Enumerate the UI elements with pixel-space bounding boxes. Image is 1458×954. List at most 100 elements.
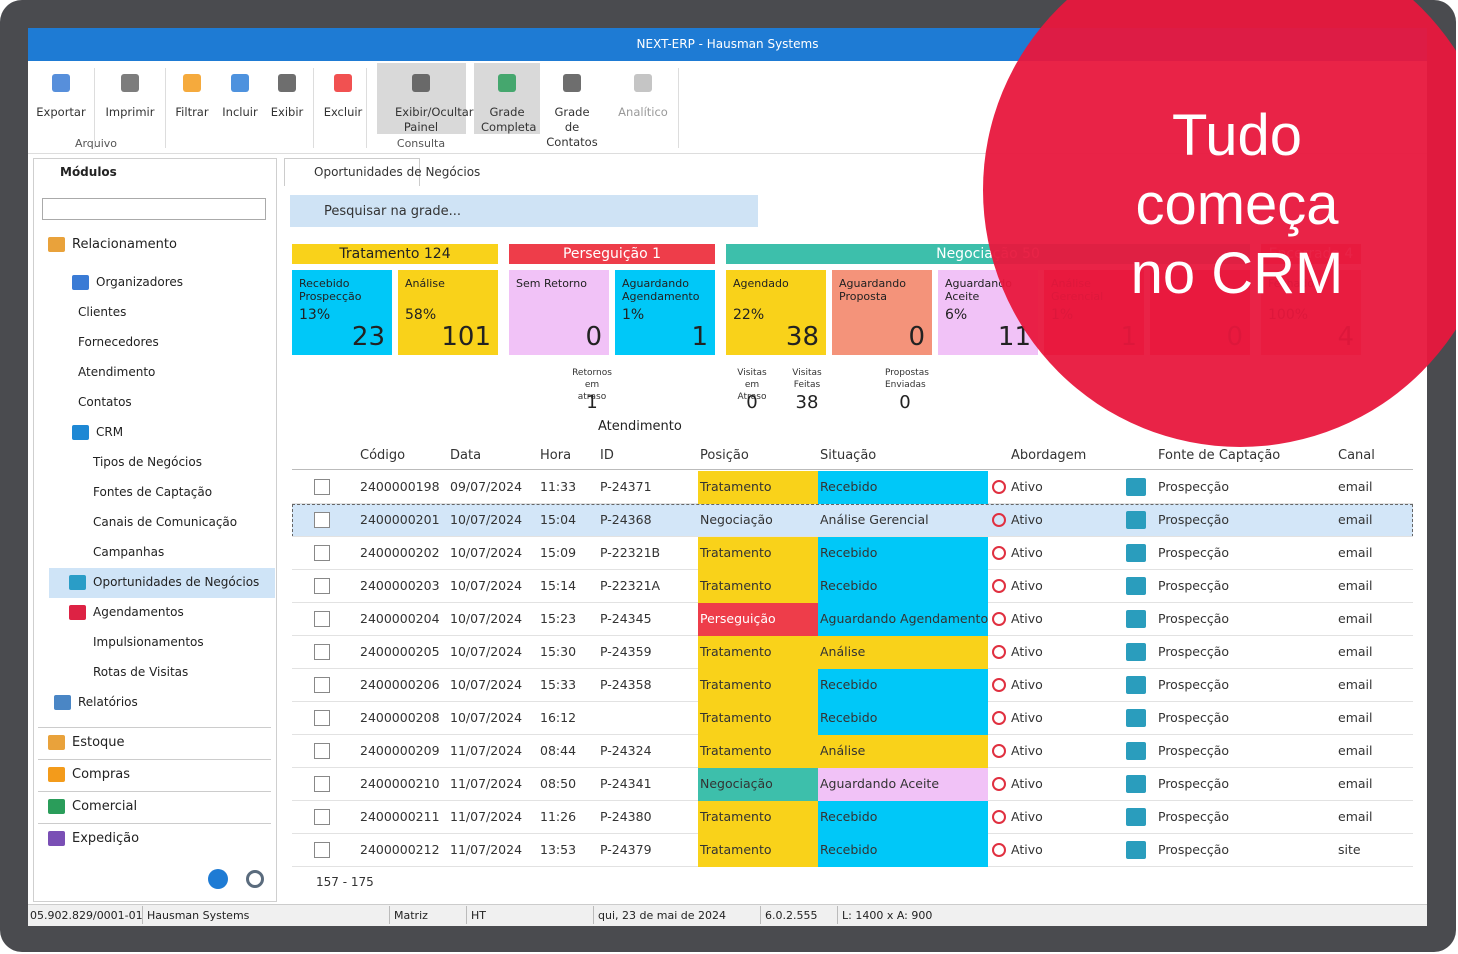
row-checkbox[interactable] [314,743,330,759]
column-header[interactable]: Código [360,448,406,463]
sidebar-item[interactable]: Tipos de Negócios [93,455,202,469]
toolbar-button[interactable]: Exibir [270,105,304,119]
user-icon[interactable] [208,869,228,889]
toolbar-icon[interactable] [563,74,581,92]
toolbar-icon[interactable] [334,74,352,92]
toolbar-button[interactable]: Exibir/Ocultar Painel [395,105,474,134]
toolbar-icon[interactable] [412,74,430,92]
table-cell: P-24358 [600,677,652,692]
table-cell: 08:50 [540,776,577,791]
sidebar-item[interactable]: CRM [96,425,124,439]
table-cell: Ativo [1011,842,1043,857]
search-bar[interactable] [290,195,758,227]
stage-card[interactable]: Análise 58% 101 [398,270,498,355]
table-cell: 15:09 [540,545,577,560]
sidebar-item[interactable]: Impulsionamentos [93,635,204,649]
search-placeholder[interactable]: Pesquisar na grade... [324,204,462,219]
toolbar-button[interactable]: Incluir [222,105,258,119]
table-cell: Ativo [1011,512,1043,527]
settings-icon[interactable] [246,870,264,888]
table-cell: P-22321B [600,545,661,560]
sidebar-item[interactable]: Campanhas [93,545,165,559]
sidebar-item[interactable]: Contatos [78,395,132,409]
sidebar-item[interactable]: Relacionamento [72,237,177,252]
row-checkbox[interactable] [314,842,330,858]
sidebar-item[interactable]: Clientes [78,305,127,319]
row-checkbox[interactable] [314,710,330,726]
toolbar-button[interactable]: Analítico [618,105,668,119]
status-cell [818,801,988,834]
sidebar-item[interactable]: Compras [72,767,131,782]
column-header[interactable]: Posição [700,448,749,463]
row-checkbox[interactable] [314,512,330,528]
sidebar-item[interactable]: Atendimento [78,365,156,379]
status-text: HT [471,909,486,922]
row-checkbox[interactable] [314,545,330,561]
card-name: Agendado [733,277,789,290]
card-percent: 58% [405,307,437,323]
pager-text[interactable]: 157 - 175 [316,875,374,889]
approach-icon [992,579,1006,593]
table-cell: Tratamento [700,743,772,758]
row-checkbox[interactable] [314,677,330,693]
row-checkbox[interactable] [314,776,330,792]
source-icon [1126,841,1146,859]
approach-icon [992,513,1006,527]
toolbar-button[interactable]: Exportar [36,105,86,119]
status-cell [818,636,988,669]
table-cell: email [1338,545,1373,560]
toolbar-button[interactable]: Grade de Contatos [546,105,598,149]
toolbar-icon[interactable] [634,74,652,92]
column-header[interactable]: Fonte de Captação [1158,448,1281,463]
toolbar-button[interactable]: Excluir [323,105,363,119]
indicator-value: 0 [899,392,911,413]
sidebar-item[interactable]: Expedição [72,831,140,846]
status-text: L: 1400 x A: 900 [842,909,933,922]
stage-card[interactable]: Recebido Prospecção 13% 23 [292,270,392,355]
toolbar-icon[interactable] [231,74,249,92]
stage-card[interactable]: Aguardando Agendamento 1% 1 [615,270,715,355]
toolbar-icon[interactable] [278,74,296,92]
column-header[interactable]: Hora [540,448,572,463]
column-header[interactable]: ID [600,448,614,463]
row-checkbox[interactable] [314,479,330,495]
toolbar-button[interactable]: Grade Completa [481,105,537,134]
toolbar-button[interactable]: Filtrar [175,105,209,119]
sidebar-item[interactable]: Comercial [72,799,138,814]
position-cell [698,834,818,867]
row-checkbox[interactable] [314,611,330,627]
table-cell: Análise [820,743,866,758]
column-header[interactable]: Data [450,448,482,463]
position-cell [698,702,818,735]
tab[interactable] [284,158,420,186]
column-header[interactable]: Canal [1338,448,1375,463]
stage-card[interactable]: Aguardando Proposta 0 [832,270,932,355]
sidebar-item[interactable]: Organizadores [96,275,183,289]
sidebar-item[interactable]: Canais de Comunicação [93,515,238,529]
sidebar-item[interactable]: Oportunidades de Negócios [93,575,260,589]
sidebar-item[interactable]: Relatórios [78,695,138,709]
sidebar-item[interactable]: Fornecedores [78,335,159,349]
stage-title: Perseguição 1 [562,246,662,262]
indicator-label: Propostas Enviadas [885,368,929,390]
sidebar-item[interactable]: Estoque [72,735,125,750]
row-checkbox[interactable] [314,578,330,594]
status-separator [466,906,467,924]
sidebar-search[interactable] [42,198,266,220]
stage-card[interactable]: Agendado 22% 38 [726,270,826,355]
sidebar-item[interactable]: Rotas de Visitas [93,665,189,679]
column-header[interactable]: Situação [820,448,877,463]
sidebar-item[interactable]: Fontes de Captação [93,485,213,499]
row-checkbox[interactable] [314,809,330,825]
column-header[interactable]: Abordagem [1011,448,1087,463]
sidebar-item[interactable]: Agendamentos [93,605,184,619]
tab-label[interactable]: Oportunidades de Negócios [314,165,481,179]
toolbar-button[interactable]: Imprimir [105,105,155,119]
toolbar-icon[interactable] [52,74,70,92]
stage-card[interactable]: Sem Retorno 0 [509,270,609,355]
toolbar-icon[interactable] [121,74,139,92]
row-checkbox[interactable] [314,644,330,660]
table-cell: P-24341 [600,776,652,791]
toolbar-icon[interactable] [498,74,516,92]
toolbar-icon[interactable] [183,74,201,92]
